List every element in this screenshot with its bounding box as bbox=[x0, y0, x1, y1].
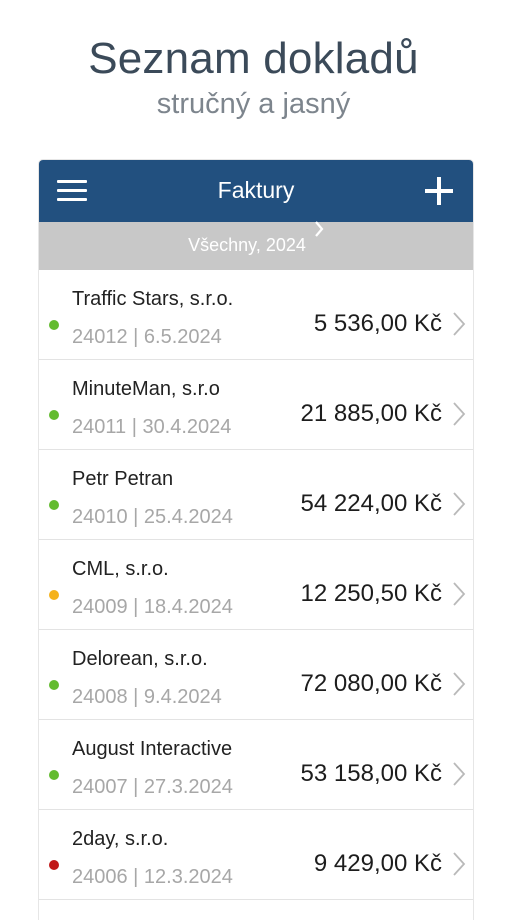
chevron-right-icon bbox=[452, 311, 466, 337]
page-subtitle: stručný a jasný bbox=[156, 88, 351, 120]
invoice-number-date: 24010 | 25.4.2024 bbox=[72, 506, 233, 528]
invoice-amount: 53 158,00 Kč bbox=[300, 760, 442, 787]
chevron-right-icon bbox=[452, 671, 466, 697]
invoice-number-date: 24012 | 6.5.2024 bbox=[72, 326, 222, 348]
invoice-row[interactable]: August Interactive 24007 | 27.3.2024 53 15… bbox=[39, 720, 473, 810]
invoice-amount: 9 429,00 Kč bbox=[313, 850, 442, 877]
status-dot-icon bbox=[49, 680, 59, 690]
invoice-company: MinuteMan, s.r.o bbox=[72, 378, 220, 400]
chevron-right-icon bbox=[452, 581, 466, 607]
invoice-company: Petr Petran bbox=[72, 468, 174, 490]
invoice-row[interactable]: Delorean, s.r.o. 24008 | 9.4.2024 72 080,0… bbox=[39, 630, 473, 720]
page-title: Seznam dokladů bbox=[88, 34, 419, 83]
invoice-number-date: 24009 | 18.4.2024 bbox=[72, 596, 233, 618]
invoice-amount: 21 885,00 Kč bbox=[300, 400, 442, 427]
hamburger-menu-icon[interactable] bbox=[57, 180, 87, 202]
plus-icon[interactable] bbox=[425, 177, 453, 205]
app-screen: Faktury Všechny, 2024 Traffic Stars, s.r… bbox=[39, 160, 473, 920]
navbar: Faktury bbox=[39, 160, 473, 222]
invoice-number-date: 24011 | 30.4.2024 bbox=[72, 416, 232, 438]
navbar-title: Faktury bbox=[217, 177, 295, 203]
invoice-amount: 5 536,00 Kč bbox=[313, 310, 442, 337]
filter-label: Všechny, 2024 bbox=[188, 235, 306, 255]
status-dot-icon bbox=[49, 500, 59, 510]
invoice-number-date: 24007 | 27.3.2024 bbox=[72, 776, 233, 798]
invoice-company: August Interactive bbox=[72, 738, 233, 760]
invoice-row[interactable]: Petr Petran 24010 | 25.4.2024 54 224,00 Kč bbox=[39, 450, 473, 540]
invoice-list: Traffic Stars, s.r.o. 24012 | 6.5.2024 5 5… bbox=[39, 270, 473, 900]
status-dot-icon bbox=[49, 320, 59, 330]
invoice-number-date: 24008 | 9.4.2024 bbox=[72, 686, 222, 708]
status-dot-icon bbox=[49, 770, 59, 780]
invoice-row[interactable]: 2day, s.r.o. 24006 | 12.3.2024 9 429,00 Kč bbox=[39, 810, 473, 900]
invoice-company: CML, s.r.o. bbox=[72, 558, 169, 580]
chevron-right-icon bbox=[452, 761, 466, 787]
invoice-number-date: 24006 | 12.3.2024 bbox=[72, 866, 233, 888]
invoice-company: 2day, s.r.o. bbox=[72, 828, 169, 850]
status-dot-icon bbox=[49, 590, 59, 600]
invoice-company: Traffic Stars, s.r.o. bbox=[72, 288, 234, 310]
invoice-row[interactable]: CML, s.r.o. 24009 | 18.4.2024 12 250,50 Kč bbox=[39, 540, 473, 630]
invoice-row[interactable]: MinuteMan, s.r.o 24011 | 30.4.2024 21 885,… bbox=[39, 360, 473, 450]
chevron-right-icon bbox=[314, 220, 324, 243]
chevron-right-icon bbox=[452, 401, 466, 427]
status-dot-icon bbox=[49, 410, 59, 420]
chevron-right-icon bbox=[452, 491, 466, 517]
invoice-amount: 12 250,50 Kč bbox=[300, 580, 442, 607]
invoice-company: Delorean, s.r.o. bbox=[72, 648, 208, 670]
status-dot-icon bbox=[49, 860, 59, 870]
invoice-amount: 54 224,00 Kč bbox=[300, 490, 442, 517]
chevron-right-icon bbox=[452, 851, 466, 877]
invoice-row[interactable]: Traffic Stars, s.r.o. 24012 | 6.5.2024 5 5… bbox=[39, 270, 473, 360]
invoice-amount: 72 080,00 Kč bbox=[300, 670, 442, 697]
filter-selector[interactable]: Všechny, 2024 bbox=[39, 220, 473, 270]
